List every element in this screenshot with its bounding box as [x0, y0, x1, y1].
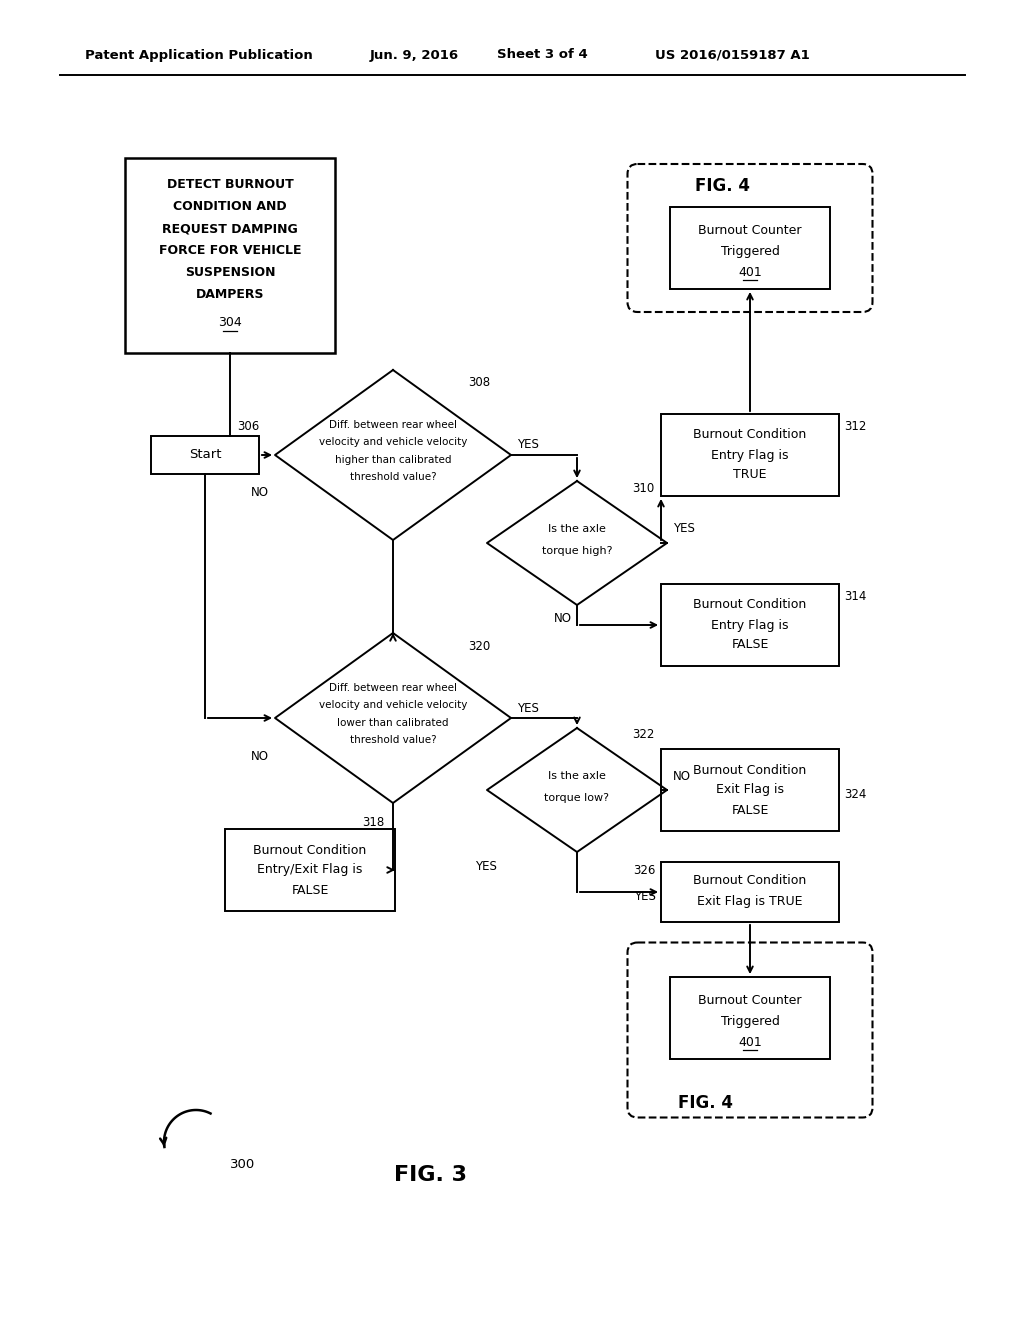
Text: YES: YES — [517, 701, 539, 714]
Text: higher than calibrated: higher than calibrated — [335, 455, 452, 465]
Text: Exit Flag is TRUE: Exit Flag is TRUE — [697, 895, 803, 908]
Bar — [151, 436, 259, 474]
Text: 306: 306 — [237, 421, 259, 433]
Text: FALSE: FALSE — [291, 883, 329, 896]
Text: REQUEST DAMPING: REQUEST DAMPING — [162, 223, 298, 235]
Text: NO: NO — [251, 487, 269, 499]
Text: Diff. between rear wheel: Diff. between rear wheel — [329, 420, 457, 430]
Text: DAMPERS: DAMPERS — [196, 289, 264, 301]
Text: Entry/Exit Flag is: Entry/Exit Flag is — [257, 863, 362, 876]
Text: YES: YES — [475, 859, 497, 873]
Text: 401: 401 — [738, 265, 762, 279]
Text: 320: 320 — [468, 639, 490, 652]
Text: FIG. 4: FIG. 4 — [678, 1094, 733, 1113]
Text: Entry Flag is: Entry Flag is — [712, 449, 788, 462]
Text: Burnout Condition: Burnout Condition — [253, 843, 367, 857]
Bar — [662, 414, 839, 496]
Text: 314: 314 — [844, 590, 866, 603]
Bar — [662, 862, 839, 921]
Text: 324: 324 — [844, 788, 866, 801]
Text: YES: YES — [673, 523, 695, 536]
Text: 308: 308 — [468, 376, 490, 389]
Text: torque low?: torque low? — [545, 793, 609, 803]
Text: velocity and vehicle velocity: velocity and vehicle velocity — [318, 437, 467, 447]
Bar — [662, 748, 839, 832]
Text: Burnout Condition: Burnout Condition — [693, 874, 807, 887]
Text: FALSE: FALSE — [731, 639, 769, 652]
Text: TRUE: TRUE — [733, 469, 767, 482]
Text: SUSPENSION: SUSPENSION — [184, 267, 275, 280]
Text: velocity and vehicle velocity: velocity and vehicle velocity — [318, 700, 467, 710]
Text: 304: 304 — [218, 317, 242, 330]
Text: FIG. 4: FIG. 4 — [695, 177, 750, 195]
Text: Start: Start — [188, 449, 221, 462]
Text: YES: YES — [517, 438, 539, 451]
Text: NO: NO — [554, 612, 572, 626]
Bar — [225, 829, 395, 911]
Text: Burnout Condition: Burnout Condition — [693, 429, 807, 441]
Text: DETECT BURNOUT: DETECT BURNOUT — [167, 178, 293, 191]
Text: FORCE FOR VEHICLE: FORCE FOR VEHICLE — [159, 244, 301, 257]
Text: torque high?: torque high? — [542, 546, 612, 556]
Text: 318: 318 — [362, 816, 384, 829]
Text: Is the axle: Is the axle — [548, 524, 606, 535]
Text: US 2016/0159187 A1: US 2016/0159187 A1 — [655, 49, 810, 62]
Text: Sheet 3 of 4: Sheet 3 of 4 — [497, 49, 588, 62]
Text: 401: 401 — [738, 1035, 762, 1048]
Text: Patent Application Publication: Patent Application Publication — [85, 49, 312, 62]
Bar — [125, 157, 335, 352]
Text: FIG. 3: FIG. 3 — [393, 1166, 467, 1185]
Text: Burnout Counter: Burnout Counter — [698, 994, 802, 1006]
Text: Exit Flag is: Exit Flag is — [716, 784, 784, 796]
Text: Jun. 9, 2016: Jun. 9, 2016 — [370, 49, 459, 62]
Text: Diff. between rear wheel: Diff. between rear wheel — [329, 682, 457, 693]
Text: Burnout Condition: Burnout Condition — [693, 763, 807, 776]
Text: 310: 310 — [632, 482, 654, 495]
Text: Burnout Condition: Burnout Condition — [693, 598, 807, 611]
Text: CONDITION AND: CONDITION AND — [173, 201, 287, 214]
Text: Burnout Counter: Burnout Counter — [698, 223, 802, 236]
Text: 322: 322 — [632, 729, 654, 742]
Text: 312: 312 — [844, 421, 866, 433]
Text: Entry Flag is: Entry Flag is — [712, 619, 788, 631]
Text: Is the axle: Is the axle — [548, 771, 606, 781]
Text: threshold value?: threshold value? — [349, 473, 436, 482]
Bar — [670, 207, 830, 289]
Text: 300: 300 — [230, 1159, 255, 1172]
Text: NO: NO — [251, 750, 269, 763]
Text: Triggered: Triggered — [721, 244, 779, 257]
Text: Triggered: Triggered — [721, 1015, 779, 1027]
Text: YES: YES — [634, 891, 656, 903]
Text: lower than calibrated: lower than calibrated — [337, 718, 449, 729]
Text: FALSE: FALSE — [731, 804, 769, 817]
Text: 326: 326 — [634, 863, 656, 876]
Text: threshold value?: threshold value? — [349, 735, 436, 744]
Bar — [662, 583, 839, 667]
Bar — [670, 977, 830, 1059]
Text: NO: NO — [673, 770, 691, 783]
